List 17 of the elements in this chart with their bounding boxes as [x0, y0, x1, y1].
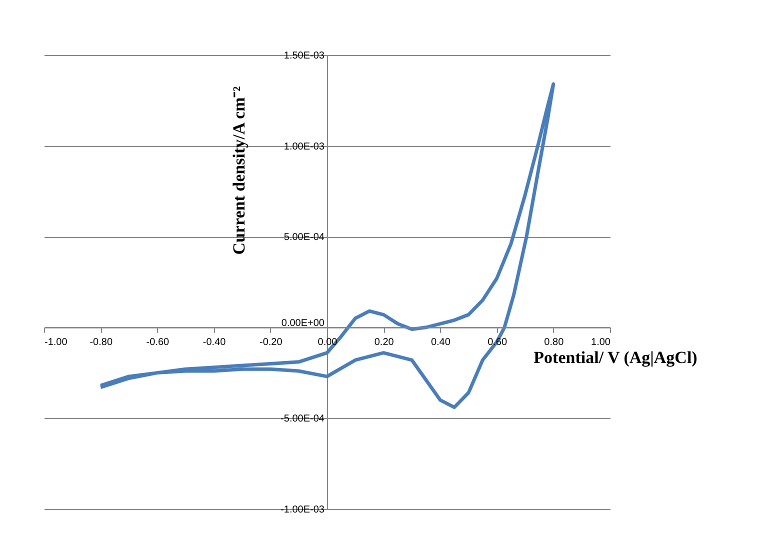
x-tick-label: -0.40: [202, 336, 226, 348]
x-tick-label: 0.40: [430, 336, 451, 348]
y-tick-label: 1.00E-03: [284, 141, 325, 152]
y-tick-label: 1.50E-03: [284, 50, 325, 62]
x-axis-title: Potential/ V (Ag|AgCl): [534, 348, 698, 367]
y-tick-label: 0.00E+00: [281, 318, 325, 329]
x-tick-label: -1.00: [44, 336, 68, 348]
x-tick-label: -0.60: [146, 336, 170, 348]
x-tick-label: 0.20: [374, 336, 394, 348]
x-tick-label: 0.80: [544, 336, 564, 348]
x-tick-label: 1.00: [591, 336, 611, 348]
x-tick-label: -0.80: [90, 336, 113, 348]
x-tick-label: -0.20: [260, 336, 283, 348]
y-axis-title: Current density/A cm⁻²: [230, 86, 248, 255]
y-tick-label: -1.00E-03: [280, 504, 325, 516]
y-tick-label: 5.00E-04: [284, 232, 325, 244]
y-tick-label: -5.00E-04: [280, 414, 325, 425]
